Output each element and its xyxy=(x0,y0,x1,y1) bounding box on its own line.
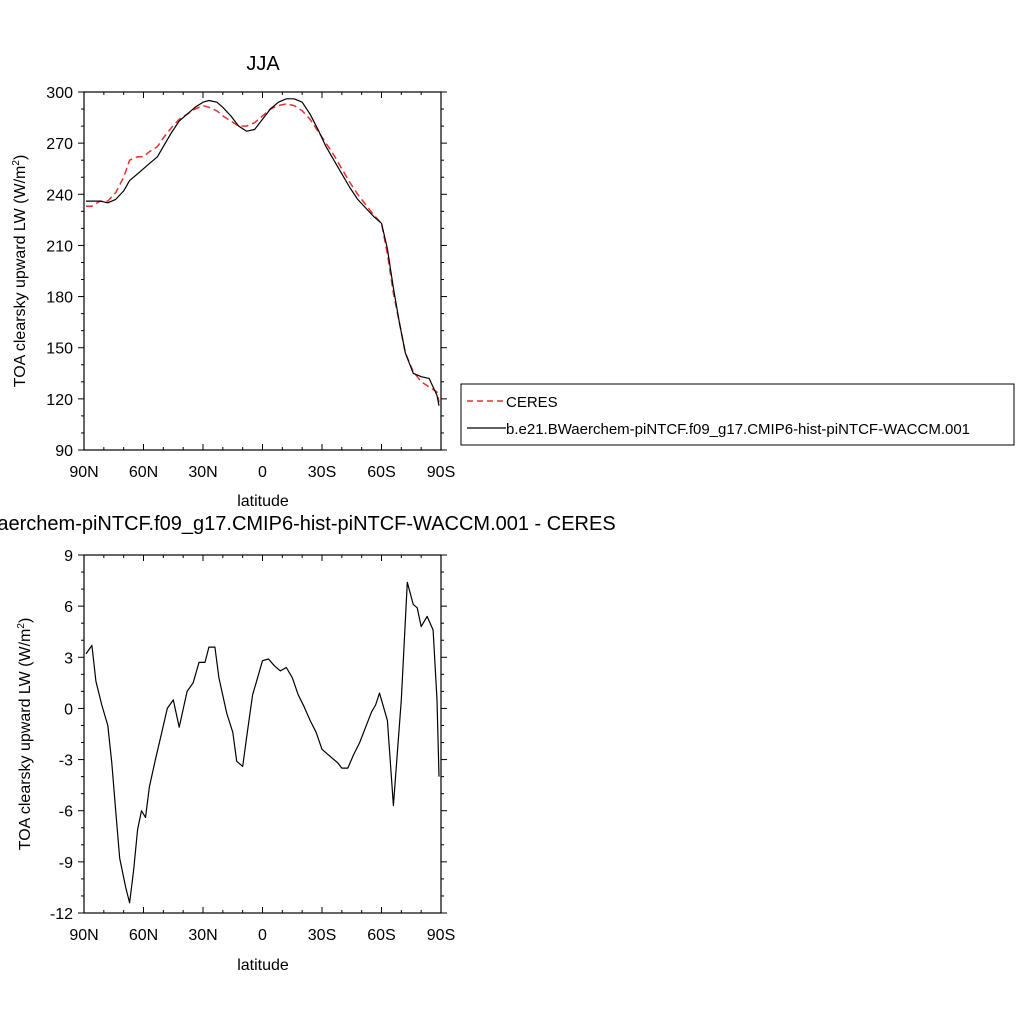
plot-frame xyxy=(83,91,442,451)
x-axis-label: latitude xyxy=(237,957,289,974)
difference-panel: b.e21.BWaerchem-piNTCF.f09_g17.CMIP6-his… xyxy=(0,513,616,974)
y-axis-label: TOA clearsky upward LW (W/m2) xyxy=(11,155,29,388)
plot-frame xyxy=(83,554,442,914)
y-tick-label: -9 xyxy=(59,855,73,872)
x-tick-label: 60S xyxy=(367,927,395,944)
y-tick-label: -6 xyxy=(59,804,73,821)
legend-label-model: b.e21.BWaerchem-piNTCF.f09_g17.CMIP6-his… xyxy=(506,421,970,438)
chart-title: b.e21.BWaerchem-piNTCF.f09_g17.CMIP6-his… xyxy=(0,513,616,535)
y-tick-label: 150 xyxy=(46,341,73,358)
y-tick-label: -3 xyxy=(59,753,73,770)
x-tick-label: 90S xyxy=(427,927,455,944)
y-tick-label: 120 xyxy=(46,392,73,409)
x-tick-label: 90S xyxy=(427,464,455,481)
series-group xyxy=(86,98,440,406)
x-tick-label: 90N xyxy=(69,927,98,944)
x-tick-label: 90N xyxy=(69,464,98,481)
y-tick-label: 210 xyxy=(46,238,73,255)
legend-label-ceres: CERES xyxy=(506,394,558,411)
series-group xyxy=(85,581,440,904)
x-tick-label: 30S xyxy=(308,927,336,944)
y-tick-label: 9 xyxy=(64,548,73,565)
x-tick-label: 60N xyxy=(129,464,158,481)
climatology-panel: JJA 90N 60N 30N 0 30S 60S 90S 90 120 150 180 210 240… xyxy=(11,53,455,510)
axes-frame xyxy=(83,91,442,451)
series-line-ceres xyxy=(86,103,440,403)
axes-frame xyxy=(83,554,442,914)
x-tick-label: 0 xyxy=(258,927,267,944)
series-line-difference xyxy=(85,581,440,904)
chart-title: JJA xyxy=(246,53,280,75)
x-tick-label: 30N xyxy=(188,927,217,944)
axis-ticks: 90N 60N 30N 0 30S 60S 90S 90 120 150 180 210 240 270 3… xyxy=(46,85,455,481)
x-tick-label: 0 xyxy=(258,464,267,481)
y-tick-label: 180 xyxy=(46,290,73,307)
y-tick-label: 3 xyxy=(64,650,73,667)
y-tick-label: -12 xyxy=(50,906,73,923)
y-tick-label: 300 xyxy=(46,85,73,102)
x-tick-label: 60S xyxy=(367,464,395,481)
y-tick-label: 90 xyxy=(55,443,73,460)
x-tick-label: 30S xyxy=(308,464,336,481)
x-tick-label: 30N xyxy=(188,464,217,481)
y-tick-label: 270 xyxy=(46,136,73,153)
axis-ticks: 90N 60N 30N 0 30S 60S 90S -12 -9 -6 -3 0 3 6 9 xyxy=(50,548,455,944)
x-axis-label: latitude xyxy=(237,493,289,510)
x-tick-label: 60N xyxy=(129,927,158,944)
y-axis-label: TOA clearsky upward LW (W/m2) xyxy=(16,618,34,851)
series-line-model xyxy=(86,98,440,406)
y-tick-label: 240 xyxy=(46,187,73,204)
y-tick-label: 6 xyxy=(64,599,73,616)
legend: CERES b.e21.BWaerchem-piNTCF.f09_g17.CMI… xyxy=(460,383,1015,446)
legend-box xyxy=(460,383,1015,446)
y-tick-label: 0 xyxy=(64,701,73,718)
